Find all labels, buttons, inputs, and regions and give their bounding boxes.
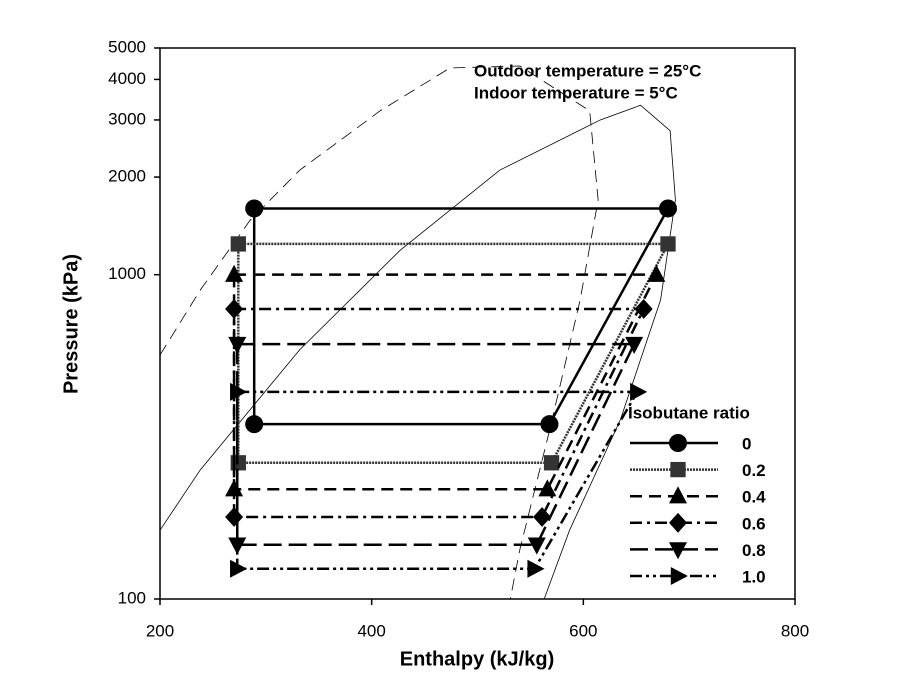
marker [230, 382, 248, 401]
legend-title: Isobutane ratio [628, 403, 750, 422]
y-tick-label: 4000 [108, 69, 146, 88]
marker [225, 299, 244, 319]
cycle-line [236, 342, 637, 546]
marker [245, 415, 264, 434]
marker [228, 336, 247, 354]
y-tick-label: 3000 [108, 109, 146, 128]
x-tick-label: 800 [781, 621, 809, 640]
marker [230, 236, 246, 252]
x-tick-label: 200 [146, 621, 174, 640]
y-tick-label: 5000 [108, 37, 146, 56]
cycle-line [232, 273, 659, 491]
marker [625, 336, 644, 354]
plot-frame [159, 47, 796, 600]
marker [538, 479, 557, 497]
marker [634, 299, 653, 319]
marker [533, 507, 552, 527]
y-tick-label: 1000 [108, 264, 146, 283]
marker [669, 512, 687, 533]
marker [540, 415, 559, 434]
legend-label: 0.6 [742, 514, 766, 533]
legend-label: 1.0 [742, 567, 766, 586]
annotation: Outdoor temperature = 25°C [474, 61, 701, 80]
marker [669, 486, 687, 504]
saturation-curve [159, 104, 676, 600]
legend-label: 0.8 [742, 541, 766, 560]
marker [527, 537, 546, 555]
marker [659, 199, 677, 218]
cycle-line [232, 307, 646, 519]
marker [669, 542, 687, 560]
marker [225, 264, 244, 282]
annotation: Indoor temperature = 5°C [474, 83, 678, 102]
marker [670, 461, 686, 478]
x-tick-label: 600 [569, 621, 597, 640]
x-axis-label: Enthalpy (kJ/kg) [400, 648, 554, 670]
marker [647, 264, 666, 282]
y-tick-label: 100 [118, 588, 146, 607]
x-tick-label: 400 [357, 621, 385, 640]
cycle-line [237, 242, 671, 465]
cycle-line [236, 390, 640, 570]
legend-label: 0 [742, 434, 751, 453]
marker [245, 199, 264, 218]
legend-label: 0.2 [742, 461, 766, 480]
marker [527, 559, 545, 578]
marker [630, 382, 648, 401]
marker [230, 559, 248, 578]
marker [225, 507, 244, 527]
legend-label: 0.4 [742, 488, 766, 507]
saturation-curve [159, 65, 599, 600]
y-axis-label: Pressure (kPa) [60, 254, 82, 394]
marker [669, 434, 687, 452]
y-tick-label: 2000 [108, 167, 146, 186]
marker [670, 567, 688, 585]
marker [543, 455, 560, 471]
marker [660, 236, 676, 252]
